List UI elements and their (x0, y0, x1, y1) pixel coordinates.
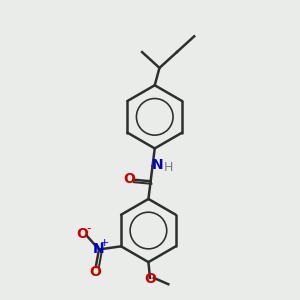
Text: O: O (89, 265, 101, 279)
Text: H: H (164, 161, 173, 174)
Text: O: O (76, 227, 88, 241)
Text: N: N (93, 242, 105, 256)
Text: -: - (87, 222, 91, 235)
Text: N: N (152, 158, 163, 172)
Text: O: O (145, 272, 157, 286)
Text: O: O (124, 172, 135, 186)
Text: +: + (100, 238, 109, 248)
